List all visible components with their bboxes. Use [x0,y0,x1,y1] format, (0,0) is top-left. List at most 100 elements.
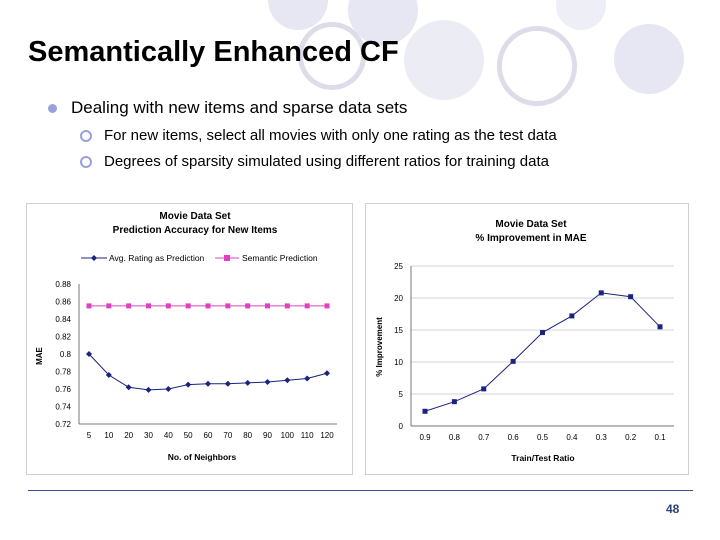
chart1-series-0-point [324,370,330,377]
decorative-circle-3 [404,20,484,100]
chart1-series-0-point [304,375,311,382]
chart1-xtick-label: 110 [301,431,314,440]
chart2-series-0-point [422,408,428,414]
chart2-ytick-label: 0 [399,422,404,431]
chart1-series-0-point [145,386,152,393]
chart1-ytick-label: 0.88 [55,280,71,289]
chart1-series-0-point [105,372,112,378]
chart1-series-1-point [106,303,112,309]
chart2-series-0-point [510,358,516,364]
chart2-series-0-point [657,324,663,330]
legend1-marker-sem [224,255,230,261]
chart1-series-1-point [225,303,231,309]
chart1-series-1-point [126,303,132,309]
bullet-main: Dealing with new items and sparse data s… [48,98,407,118]
chart2-series-0-point [540,330,545,336]
chart-panel-left: Movie Data Set Prediction Accuracy for N… [26,203,353,475]
chart1-series-0-point [244,379,251,386]
chart1-xtick-label: 100 [281,431,295,440]
chart1-xtick-label: 70 [223,431,232,440]
chart2-ylabel: % Improvement [375,317,384,377]
chart1-ytick-label: 0.74 [55,403,71,412]
chart1-xtick-label: 90 [263,431,272,440]
chart2-series-0-point [598,290,604,296]
chart2-xtick-label: 0.3 [596,433,608,442]
chart1-xlabel: No. of Neighbors [168,452,237,462]
chart2-series-0-point [481,386,487,392]
chart1-series-0-point [284,377,291,384]
chart1-xtick-label: 30 [144,431,153,440]
chart1-xtick-label: 10 [104,431,113,440]
page-number: 48 [666,502,680,516]
chart2-xtick-label: 0.5 [537,433,549,442]
chart1-title: Movie Data Set [159,211,231,222]
chart2-subtitle: % Improvement in MAE [475,233,586,244]
chart1-series-1-point [205,303,211,309]
chart1-series-1-point [284,303,290,309]
chart1-xtick-label: 20 [124,431,133,440]
chart1-xtick-label: 60 [204,431,213,440]
decorative-circle-7 [556,0,606,30]
subbullet-1-text: For new items, select all movies with on… [104,127,557,144]
subbullet-2-text: Degrees of sparsity simulated using diff… [104,153,549,170]
chart1-xtick-label: 80 [243,431,252,440]
chart2-ytick-label: 10 [394,358,403,367]
subbullet-1: For new items, select all movies with on… [80,127,557,144]
chart2-xtick-label: 0.8 [449,433,461,442]
chart1-series-1-point [185,303,191,309]
slide-title: Semantically Enhanced CF [28,36,399,68]
chart1-series-1-point [245,303,251,309]
chart2-plot-area: 25 20 15 10 5 0 0.9 0.8 0.7 0.6 0.5 0.4 0.3 0.2 0.1 [394,262,674,442]
chart1-xtick-label: 50 [184,431,193,440]
chart1-series-1-point [146,303,151,309]
legend1-label-sem: Semantic Prediction [242,253,318,263]
chart2-xtick-label: 0.1 [654,433,666,442]
chart2-title: Movie Data Set [495,219,567,230]
chart1-series-1-point [265,303,270,309]
mae-chart: Movie Data Set Prediction Accuracy for N… [35,211,337,462]
improvement-chart: Movie Data Set % Improvement in MAE % Im… [375,219,674,463]
chart2-xtick-label: 0.7 [478,433,490,442]
chart1-plot-area: 0.88 0.86 0.84 0.82 0.8 0.78 0.76 0.74 0.72 5 10 20… [55,280,337,440]
chart1-xtick-label: 5 [87,431,92,440]
bullet-ring-icon [80,129,92,142]
chart1-ytick-label: 0.84 [55,315,71,324]
chart1-series-1-point [304,303,310,309]
chart2-xtick-label: 0.6 [508,433,520,442]
chart1-ytick-label: 0.78 [55,368,71,377]
decorative-circle-5 [497,26,577,106]
chart1-series-0-point [125,384,132,391]
chart1-series-0-point [224,380,231,387]
chart2-series-0-point [628,294,634,300]
chart2-ytick-label: 5 [399,390,404,399]
bullet-ring-icon [80,155,92,168]
chart1-ytick-label: 0.76 [55,385,71,394]
chart2-ytick-label: 20 [394,294,403,303]
chart2-ytick-label: 15 [394,326,403,335]
chart1-series-0-point [205,380,211,387]
chart1-ylabel: MAE [35,346,44,364]
chart1-ytick-label: 0.8 [60,350,72,359]
chart1-series-1-point [324,303,330,309]
chart1-ytick-label: 0.86 [55,298,71,307]
chart1-xtick-label: 120 [320,431,334,440]
legend1-label-avg: Avg. Rating as Prediction [109,253,205,263]
chart2-series-0-point [451,399,457,405]
chart1-ytick-label: 0.72 [55,420,71,429]
chart1-series-0-point [185,381,192,388]
chart2-xtick-label: 0.4 [566,433,578,442]
chart1-subtitle: Prediction Accuracy for New Items [113,225,278,236]
chart2-plot-bg [411,266,674,426]
chart1-series-1-point [86,303,92,309]
chart2-xtick-label: 0.9 [419,433,431,442]
decorative-circle-6 [614,24,684,94]
chart1-xtick-label: 40 [164,431,173,440]
decorative-circle-4 [298,22,366,90]
chart1-series-1-point [165,303,171,309]
chart1-series-0-point [86,351,92,357]
chart-panel-right: Movie Data Set % Improvement in MAE % Im… [365,203,689,475]
legend1-marker-avg [91,255,97,261]
chart1-ytick-label: 0.82 [55,333,71,342]
chart2-xlabel: Train/Test Ratio [511,453,574,463]
chart2-ytick-label: 25 [394,262,403,271]
